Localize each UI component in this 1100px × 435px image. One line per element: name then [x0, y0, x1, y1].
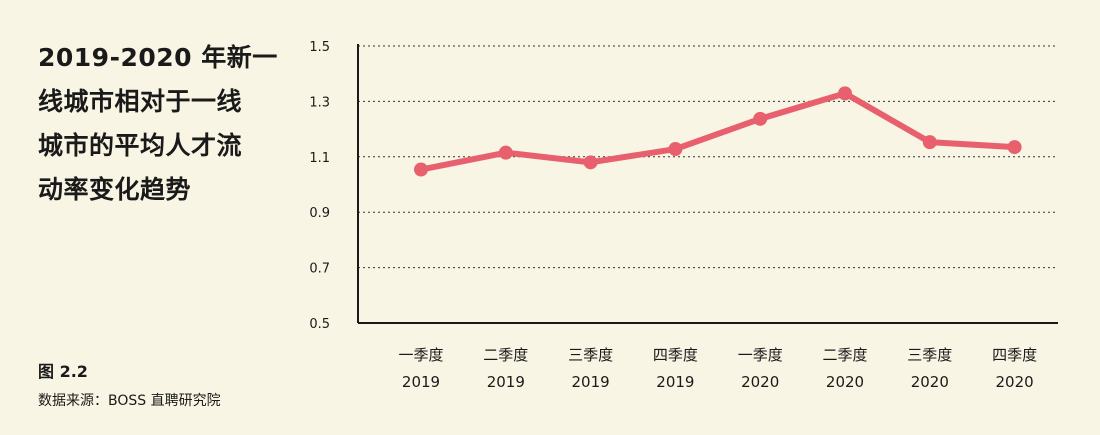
y-tick-label: 0.9 [309, 206, 330, 221]
x-tick-label-quarter: 一季度 [738, 346, 783, 364]
x-tick-label-quarter: 二季度 [822, 346, 867, 364]
title-line-1: 2019-2020 年新一 [38, 43, 278, 72]
title-line-2: 线城市相对于一线 [38, 87, 243, 116]
data-point [668, 142, 683, 157]
y-tick-label: 1.3 [309, 95, 330, 110]
x-tick-label-year: 2020 [826, 373, 864, 391]
x-tick-label-year: 2019 [572, 373, 610, 391]
data-point [753, 111, 768, 126]
data-point [1007, 140, 1022, 155]
x-tick-label-quarter: 一季度 [398, 346, 443, 364]
y-tick-label: 1.1 [309, 151, 330, 166]
x-tick-label-year: 2020 [996, 373, 1034, 391]
data-point [414, 162, 428, 177]
source-note: 数据来源：BOSS 直聘研究院 [38, 393, 221, 409]
data-point [838, 86, 852, 101]
x-tick-label-quarter: 三季度 [568, 346, 613, 364]
x-tick-label-year: 2020 [741, 373, 779, 391]
x-tick-label-quarter: 二季度 [483, 346, 528, 364]
x-tick-label-year: 2019 [656, 373, 694, 391]
x-tick-label-year: 2019 [402, 373, 440, 391]
series-line [418, 90, 1018, 173]
y-tick-label: 0.7 [309, 262, 330, 277]
data-point [498, 145, 513, 160]
title-line-3: 城市的平均人才流 [38, 131, 243, 160]
x-tick-label-quarter: 四季度 [653, 346, 698, 364]
data-point [922, 135, 937, 150]
title-line-4: 动率变化趋势 [38, 175, 192, 204]
x-tick-label-year: 2020 [911, 373, 949, 391]
figure-label: 图 2.2 [38, 362, 88, 381]
data-point [583, 155, 598, 170]
x-tick-label-quarter: 三季度 [907, 346, 952, 364]
x-tick-label-year: 2019 [487, 373, 525, 391]
chart-title: 2019-2020 年新一 线城市相对于一线 城市的平均人才流 动率变化趋势 [38, 36, 288, 212]
y-tick-label: 1.5 [309, 40, 330, 55]
x-tick-label-quarter: 四季度 [992, 346, 1037, 364]
y-tick-label: 0.5 [309, 317, 330, 332]
